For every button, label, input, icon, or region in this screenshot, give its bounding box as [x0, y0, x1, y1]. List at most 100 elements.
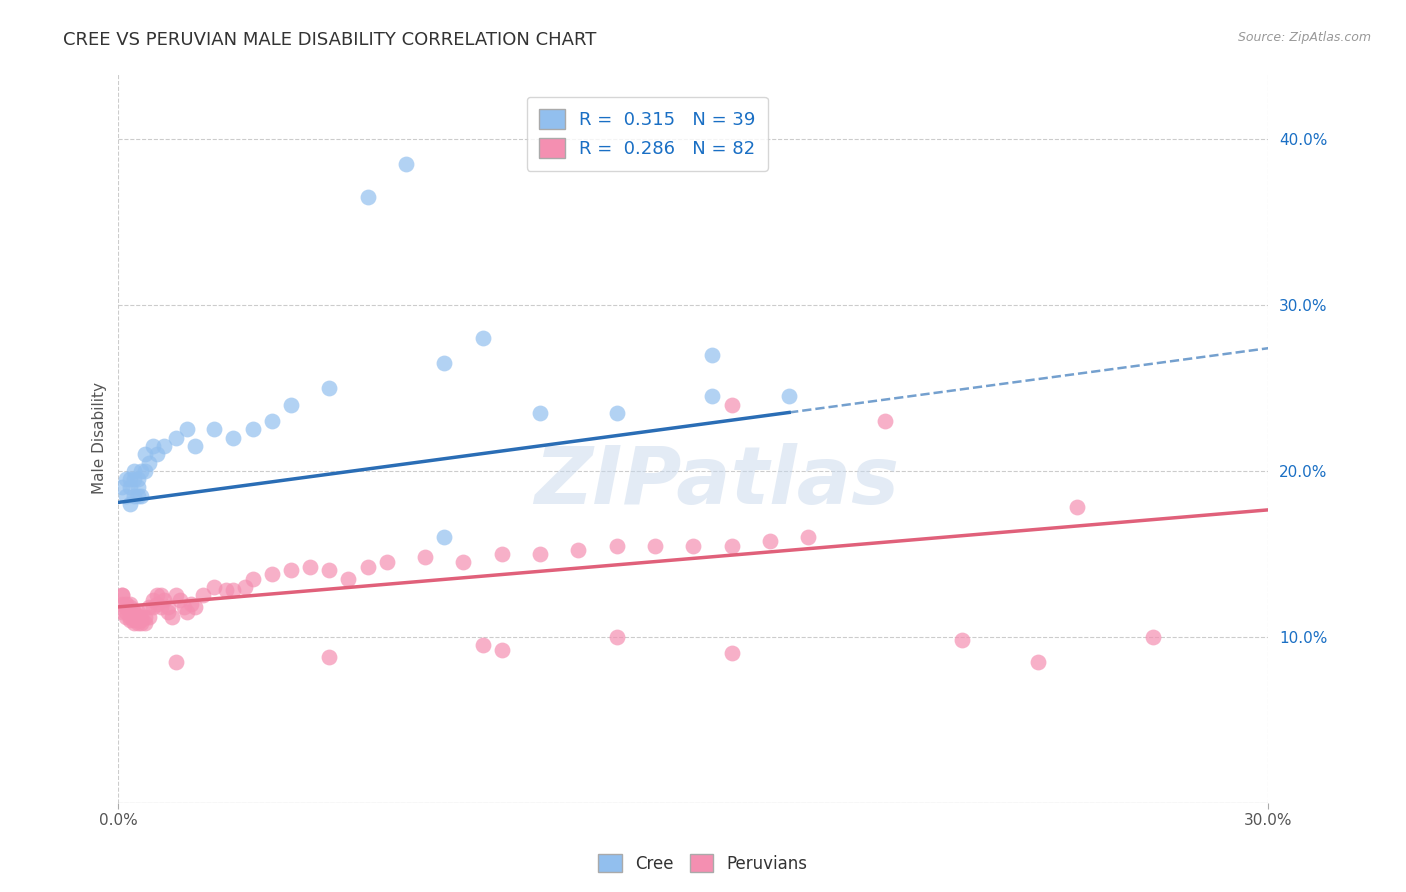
Point: [142, 439, 165, 453]
Point: [118, 597, 141, 611]
Point: [118, 610, 141, 624]
Point: [118, 497, 141, 511]
Point: [242, 572, 264, 586]
Point: [260, 414, 283, 428]
Point: [142, 593, 165, 607]
Point: [529, 547, 551, 561]
Point: [318, 649, 340, 664]
Point: [138, 599, 160, 614]
Point: [222, 583, 245, 598]
Point: [202, 422, 225, 436]
Point: [145, 447, 167, 461]
Point: [122, 610, 145, 624]
Point: [127, 616, 149, 631]
Point: [122, 616, 145, 631]
Point: [115, 610, 138, 624]
Point: [491, 547, 513, 561]
Point: [118, 599, 141, 614]
Point: [122, 613, 145, 627]
Point: [375, 555, 398, 569]
Point: [184, 439, 207, 453]
Point: [453, 555, 475, 569]
Point: [176, 605, 198, 619]
Point: [644, 539, 666, 553]
Point: [797, 530, 820, 544]
Point: [191, 588, 214, 602]
Point: [873, 414, 896, 428]
Point: [242, 422, 264, 436]
Point: [122, 472, 145, 486]
Point: [145, 597, 167, 611]
Point: [134, 616, 156, 631]
Point: [131, 616, 153, 631]
Text: CREE VS PERUVIAN MALE DISABILITY CORRELATION CHART: CREE VS PERUVIAN MALE DISABILITY CORRELA…: [63, 31, 596, 49]
Point: [138, 456, 160, 470]
Point: [115, 605, 138, 619]
Point: [318, 563, 340, 577]
Point: [153, 439, 176, 453]
Point: [567, 543, 589, 558]
Point: [142, 599, 165, 614]
Point: [157, 605, 180, 619]
Point: [356, 560, 378, 574]
Text: ZIPatlas: ZIPatlas: [534, 442, 898, 521]
Point: [165, 655, 187, 669]
Point: [111, 605, 134, 619]
Point: [131, 464, 153, 478]
Point: [529, 406, 551, 420]
Point: [138, 610, 160, 624]
Point: [131, 610, 153, 624]
Point: [606, 406, 628, 420]
Point: [356, 190, 378, 204]
Point: [173, 599, 195, 614]
Point: [337, 572, 360, 586]
Point: [759, 533, 782, 548]
Point: [111, 597, 134, 611]
Point: [131, 489, 153, 503]
Point: [318, 381, 340, 395]
Point: [157, 599, 180, 614]
Point: [134, 610, 156, 624]
Point: [491, 643, 513, 657]
Text: Source: ZipAtlas.com: Source: ZipAtlas.com: [1237, 31, 1371, 45]
Point: [176, 422, 198, 436]
Point: [131, 613, 153, 627]
Point: [118, 472, 141, 486]
Point: [1142, 630, 1164, 644]
Point: [149, 588, 172, 602]
Point: [280, 398, 302, 412]
Legend: R =  0.315   N = 39, R =  0.286   N = 82: R = 0.315 N = 39, R = 0.286 N = 82: [527, 96, 768, 170]
Point: [115, 599, 138, 614]
Point: [127, 481, 149, 495]
Point: [165, 431, 187, 445]
Point: [153, 593, 176, 607]
Point: [682, 539, 704, 553]
Legend: Cree, Peruvians: Cree, Peruvians: [592, 847, 814, 880]
Point: [111, 588, 134, 602]
Point: [180, 597, 202, 611]
Point: [118, 613, 141, 627]
Point: [149, 599, 172, 614]
Point: [606, 539, 628, 553]
Point: [127, 472, 149, 486]
Point: [1066, 500, 1088, 515]
Point: [115, 472, 138, 486]
Point: [413, 550, 436, 565]
Point: [950, 633, 973, 648]
Point: [222, 431, 245, 445]
Y-axis label: Male Disability: Male Disability: [93, 382, 107, 494]
Point: [145, 588, 167, 602]
Point: [127, 605, 149, 619]
Point: [134, 447, 156, 461]
Point: [471, 638, 494, 652]
Point: [111, 588, 134, 602]
Point: [702, 389, 724, 403]
Point: [260, 566, 283, 581]
Point: [122, 489, 145, 503]
Point: [471, 331, 494, 345]
Point: [215, 583, 238, 598]
Point: [134, 464, 156, 478]
Point: [127, 610, 149, 624]
Point: [184, 599, 207, 614]
Point: [111, 481, 134, 495]
